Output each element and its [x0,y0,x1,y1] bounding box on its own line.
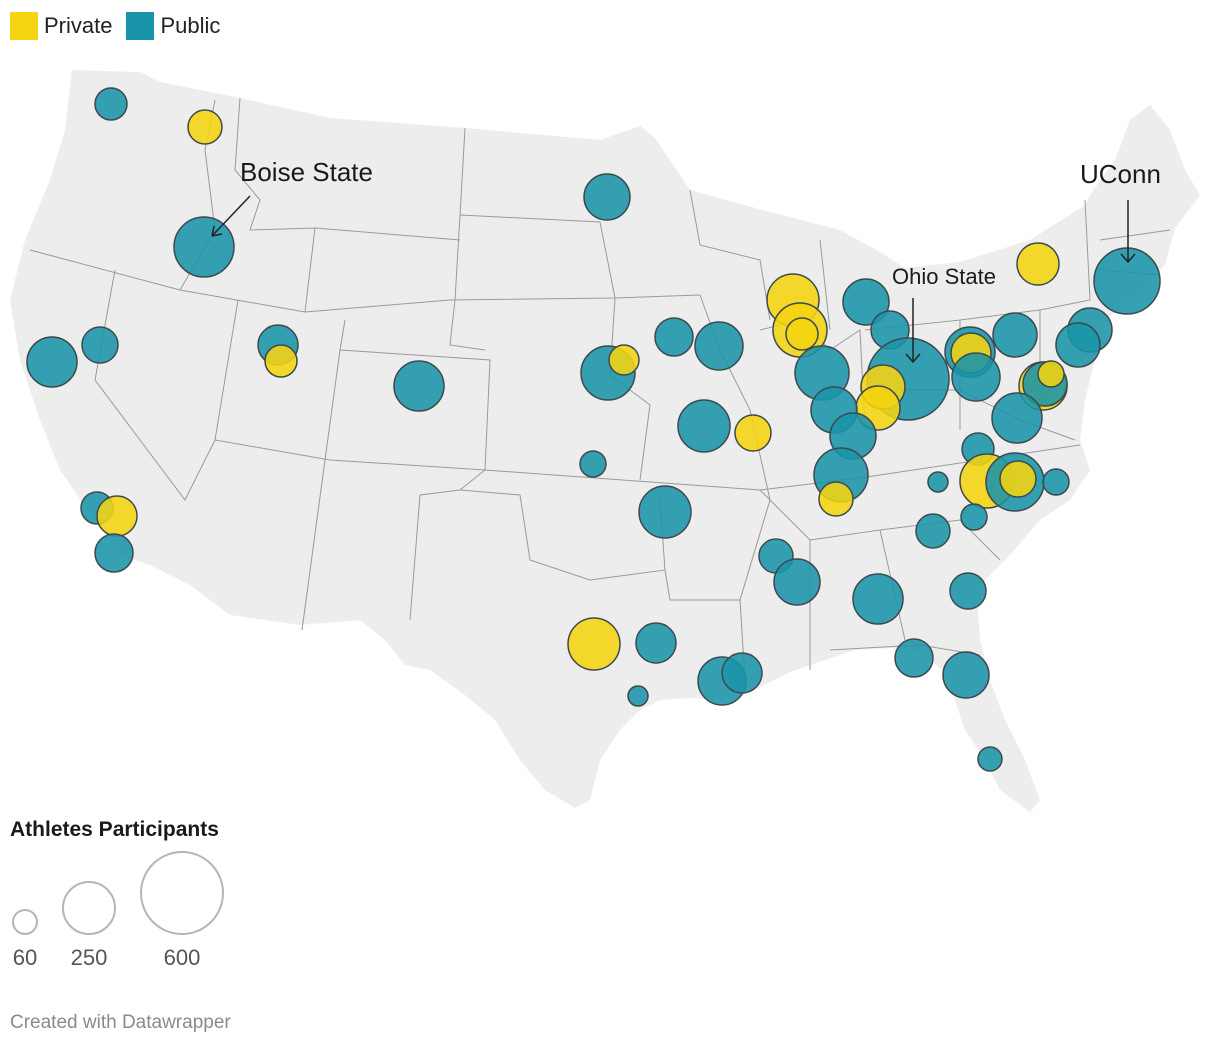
private-school-bubble [1016,242,1060,286]
public-school-bubble [654,317,694,357]
public-school-bubble [677,399,731,453]
size-circle-large [140,851,224,935]
public-school-bubble [1093,247,1161,315]
private-school-bubble [187,109,223,145]
annotation-boise-label: Boise State [240,157,373,187]
public-school-bubble [1042,468,1070,496]
public-school-bubble [81,326,119,364]
annotation-ohio: Ohio State [892,264,996,364]
public-school-bubble [94,533,134,573]
public-school-bubble [26,336,78,388]
size-circle-small [12,909,38,935]
public-school-bubble [638,485,692,539]
annotation-uconn-label: UConn [1080,159,1161,189]
private-school-bubble [734,414,772,452]
credit-line: Created with Datawrapper [10,1012,231,1033]
private-school-bubble [567,617,621,671]
private-school-bubble [96,495,138,537]
public-school-bubble [173,216,235,278]
annotation-ohio-label: Ohio State [892,264,996,289]
legend-swatch-public [126,12,155,40]
size-label-600: 600 [163,945,201,970]
legend-label-public: Public [160,13,221,38]
public-school-bubble [579,450,607,478]
private-school-bubble [1037,360,1065,388]
private-school-bubble [264,344,298,378]
public-school-bubble [991,392,1043,444]
public-school-bubble [915,513,951,549]
legend-label-private: Private [44,13,113,38]
public-school-bubble [992,312,1038,358]
public-school-bubble [894,638,934,678]
public-school-bubble [721,652,763,694]
public-school-bubble [942,651,990,699]
size-legend-title: Athletes Participants [10,818,219,841]
public-school-bubble [627,685,649,707]
size-label-250: 250 [70,945,108,970]
public-school-bubble [393,360,445,412]
public-school-bubble [927,471,949,493]
size-label-60: 60 [12,945,38,970]
size-legend-circles [12,851,224,935]
public-school-bubble [977,746,1003,772]
annotation-uconn: UConn [1080,159,1161,264]
legend-swatch-private [10,12,38,40]
public-school-bubble [949,572,987,610]
private-school-bubble [608,344,640,376]
legend-item-private: Private [10,12,112,40]
public-school-bubble [951,352,1001,402]
public-school-bubble [583,173,631,221]
us-landmass [10,70,1200,812]
public-school-bubble [1055,322,1101,368]
size-circle-medium [62,881,116,935]
public-school-bubble [852,573,904,625]
bubble-layer [26,87,1161,772]
public-school-bubble [635,622,677,664]
private-school-bubble [999,460,1037,498]
private-school-bubble [785,317,819,351]
private-school-bubble [818,481,854,517]
public-school-bubble [960,503,988,531]
public-school-bubble [842,278,890,326]
color-legend: Private Public [10,12,220,40]
legend-item-public: Public [126,12,220,40]
public-school-bubble [94,87,128,121]
annotation-boise: Boise State [211,157,373,237]
public-school-bubble [694,321,744,371]
public-school-bubble [773,558,821,606]
